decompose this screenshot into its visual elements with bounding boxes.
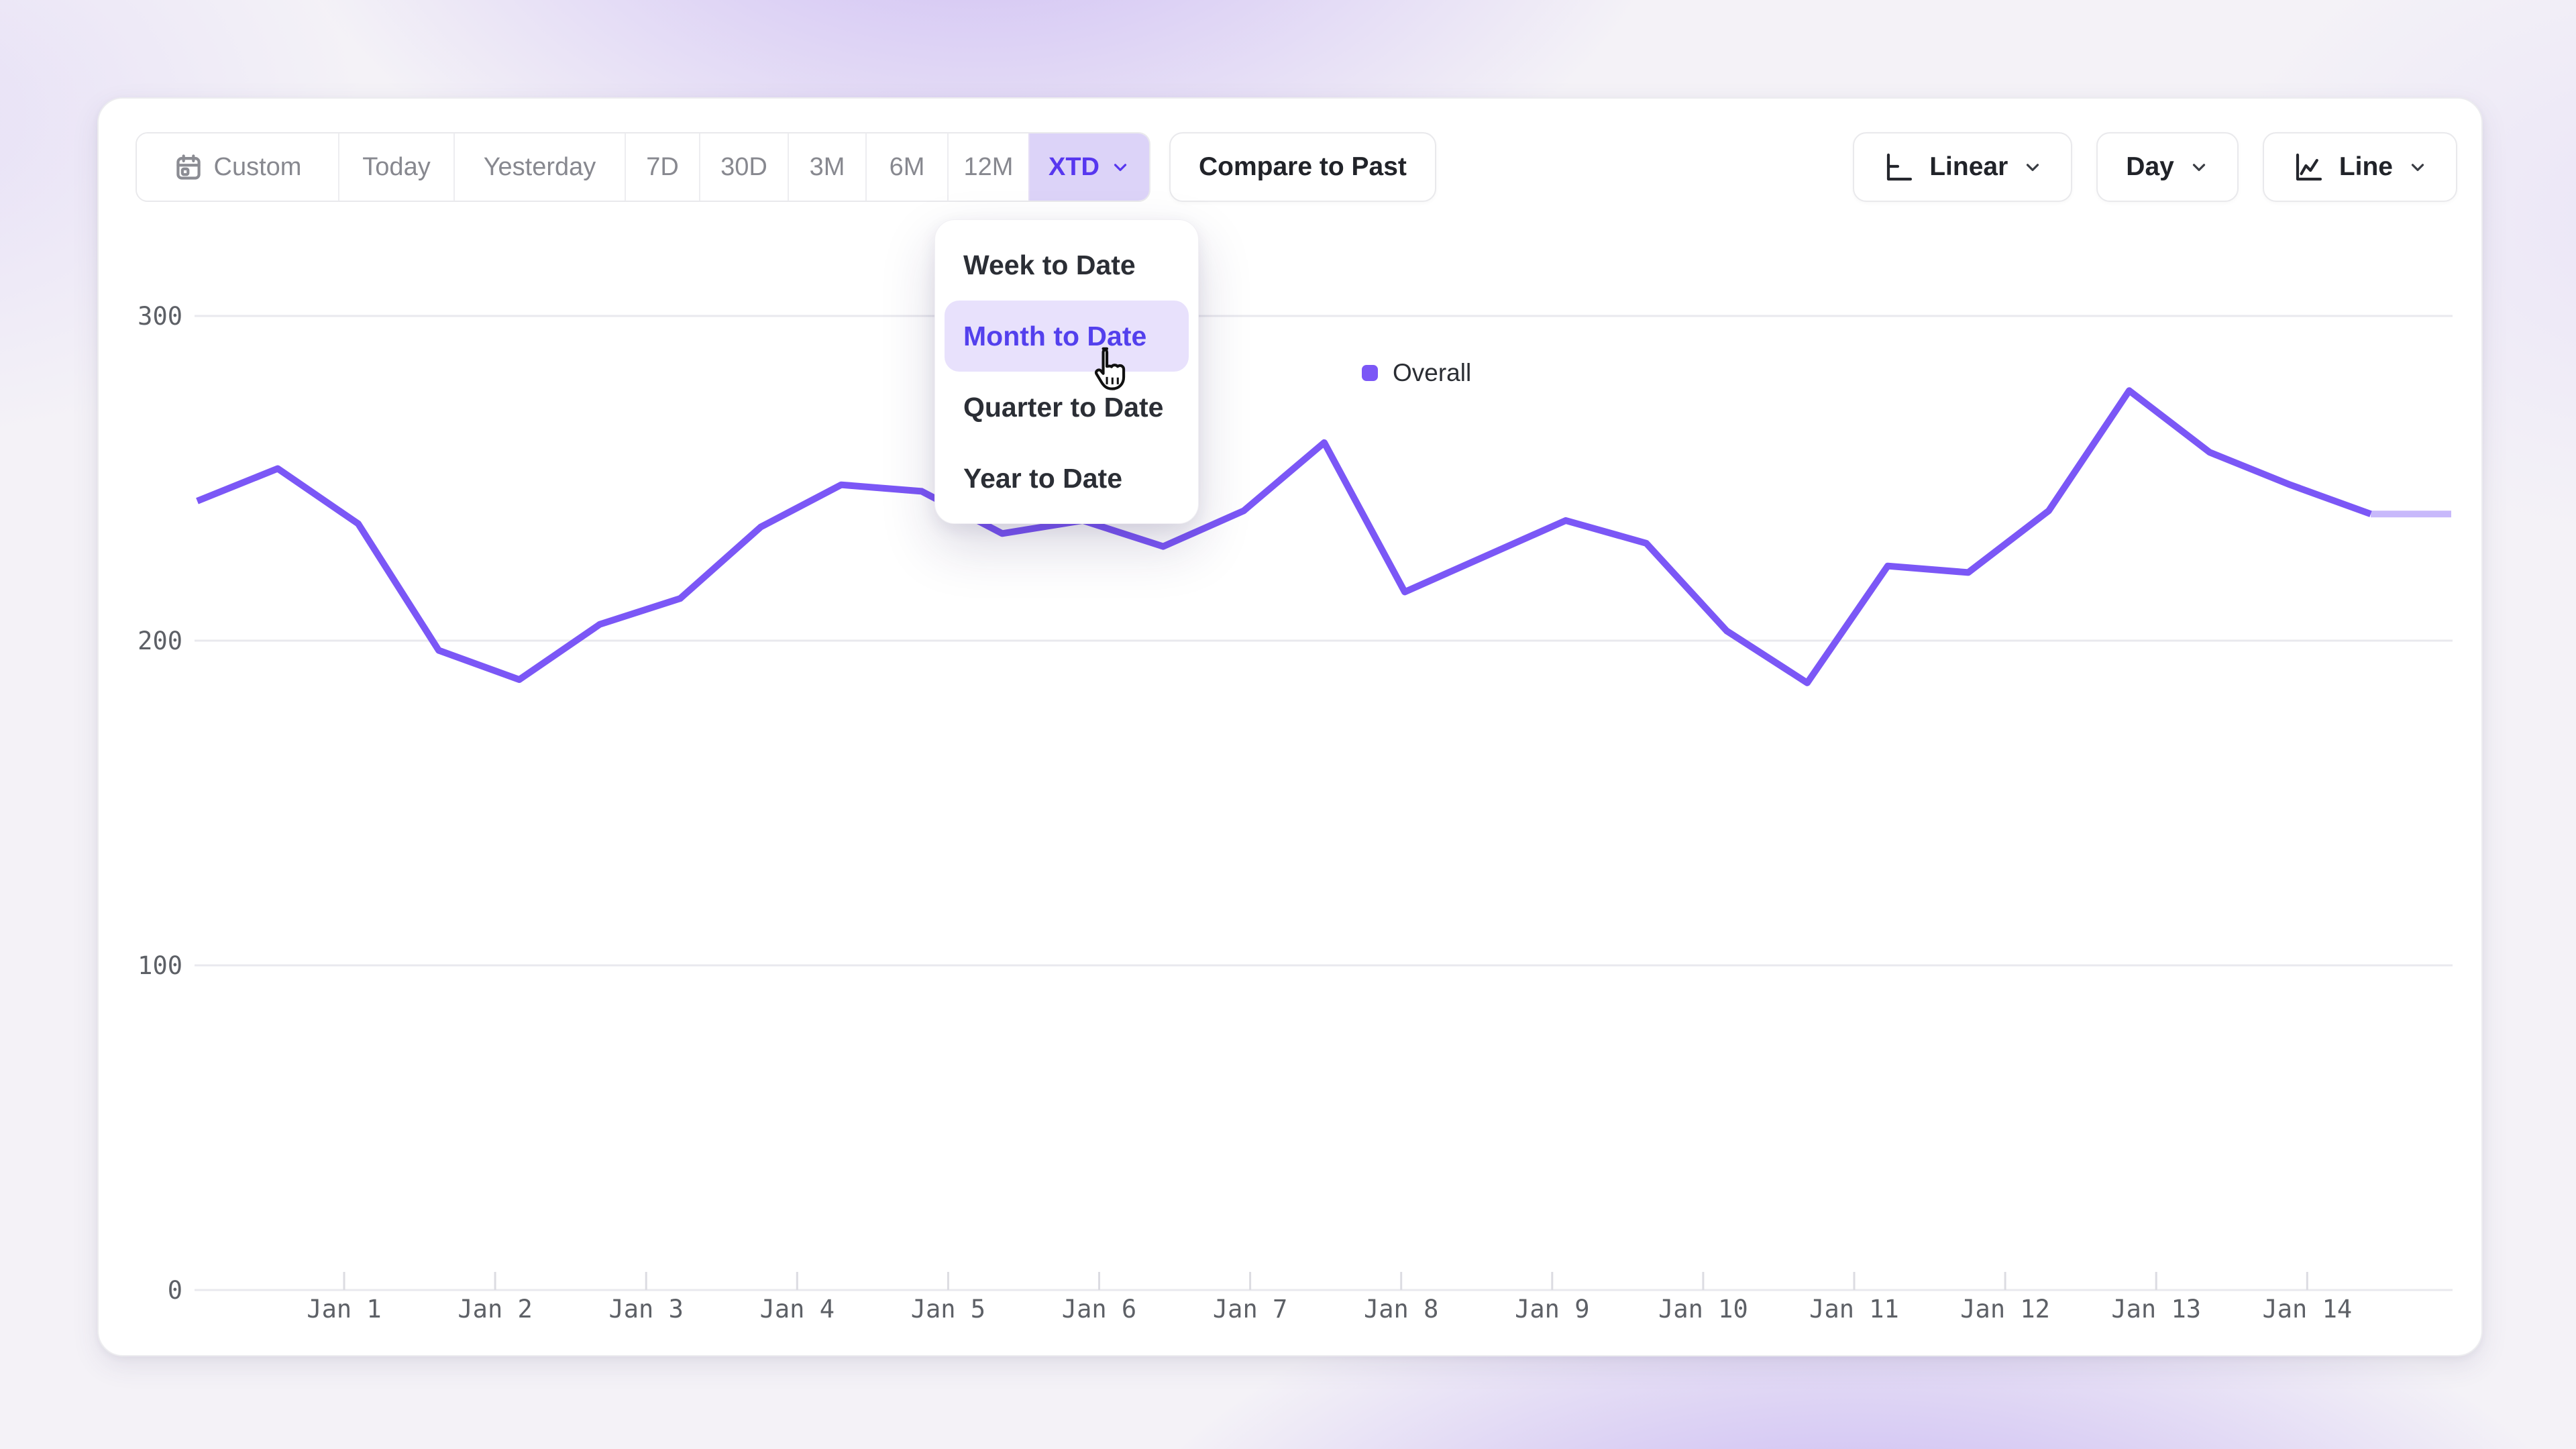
date-range-xtd[interactable]: XTD xyxy=(1028,133,1149,201)
y-tick-label: 100 xyxy=(138,951,182,980)
menu-item-year-to-date[interactable]: Year to Date xyxy=(963,462,1122,494)
menu-item-week-to-date[interactable]: Week to Date xyxy=(963,249,1136,280)
date-range-label: 30D xyxy=(720,152,767,181)
x-tick-label: Jan 12 xyxy=(1960,1295,2050,1324)
date-range-30d[interactable]: 30D xyxy=(699,133,788,201)
date-range-custom[interactable]: Custom xyxy=(137,133,338,201)
date-range-label: XTD xyxy=(1049,152,1099,181)
calendar-icon xyxy=(176,154,201,180)
x-tick-label: Jan 6 xyxy=(1062,1295,1136,1324)
x-tick-label: Jan 11 xyxy=(1809,1295,1899,1324)
x-tick-label: Jan 1 xyxy=(307,1295,381,1324)
chart-type-label: Line xyxy=(2339,152,2393,181)
date-range-label: 6M xyxy=(889,152,925,181)
x-tick-label: Jan 13 xyxy=(2111,1295,2201,1324)
chart-controls: Linear Day Line xyxy=(1853,132,2457,202)
x-tick-label: Jan 9 xyxy=(1515,1295,1589,1324)
date-range-label: 7D xyxy=(646,152,679,181)
date-range-label: Custom xyxy=(213,152,302,181)
menu-item-month-to-date[interactable]: Month to Date xyxy=(945,301,1189,372)
chevron-down-icon xyxy=(2192,164,2205,171)
xtd-dropdown-menu: Week to Date Month to Date Quarter to Date… xyxy=(934,219,1199,524)
toolbar: Custom Today Yesterday 7D 30D 3M 6M 12M XTD Comp… xyxy=(136,132,2457,202)
series-line-overall xyxy=(196,387,2372,686)
linear-scale-icon xyxy=(1887,153,1913,181)
chevron-down-icon xyxy=(2411,164,2424,171)
chevron-down-icon xyxy=(1114,164,1127,171)
date-range-today[interactable]: Today xyxy=(338,133,453,201)
line-chart-icon xyxy=(2296,153,2322,181)
x-tick-label: Jan 10 xyxy=(1658,1295,1748,1324)
x-tick-label: Jan 5 xyxy=(911,1295,985,1324)
x-tick-label: Jan 14 xyxy=(2262,1295,2352,1324)
y-tick-label: 200 xyxy=(138,627,182,655)
legend-label: Overall xyxy=(1393,359,1472,386)
scale-select-button[interactable]: Linear xyxy=(1853,132,2073,202)
compare-to-past-button[interactable]: Compare to Past xyxy=(1169,132,1436,202)
date-range-label: Today xyxy=(362,152,431,181)
legend-item-overall[interactable]: Overall xyxy=(1362,359,1471,387)
date-range-label: 3M xyxy=(809,152,845,181)
date-range-6m[interactable]: 6M xyxy=(865,133,947,201)
date-range-label: Yesterday xyxy=(483,152,596,181)
scale-label: Linear xyxy=(1929,152,2008,181)
chart-type-select-button[interactable]: Line xyxy=(2262,132,2457,202)
legend-swatch xyxy=(1362,365,1378,381)
chevron-down-icon xyxy=(2027,164,2039,171)
x-tick-label: Jan 8 xyxy=(1364,1295,1438,1324)
chart-card: Custom Today Yesterday 7D 30D 3M 6M 12M XTD Comp… xyxy=(97,97,2483,1356)
y-tick-label: 0 xyxy=(168,1276,182,1305)
x-tick-label: Jan 3 xyxy=(609,1295,684,1324)
date-range-12m[interactable]: 12M xyxy=(947,133,1028,201)
date-range-7d[interactable]: 7D xyxy=(625,133,699,201)
granularity-select-button[interactable]: Day xyxy=(2096,132,2239,202)
granularity-label: Day xyxy=(2126,152,2174,181)
x-tick-label: Jan 7 xyxy=(1213,1295,1287,1324)
date-range-label: 12M xyxy=(963,152,1014,181)
date-range-3m[interactable]: 3M xyxy=(788,133,865,201)
mouse-cursor-pointer xyxy=(1094,347,1126,390)
y-tick-label: 300 xyxy=(138,302,182,331)
x-tick-label: Jan 4 xyxy=(760,1295,835,1324)
x-tick-label: Jan 2 xyxy=(458,1295,532,1324)
date-range-group: Custom Today Yesterday 7D 30D 3M 6M 12M XTD xyxy=(136,132,1150,202)
date-range-yesterday[interactable]: Yesterday xyxy=(453,133,625,201)
menu-item-quarter-to-date[interactable]: Quarter to Date xyxy=(963,391,1164,423)
